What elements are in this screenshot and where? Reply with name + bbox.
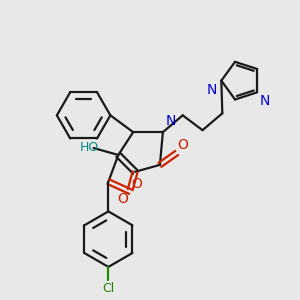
Text: N: N [207, 82, 217, 97]
Text: N: N [166, 114, 176, 128]
Text: N: N [259, 94, 269, 108]
Text: Cl: Cl [102, 282, 115, 295]
Text: O: O [117, 192, 128, 206]
Text: HO: HO [80, 140, 99, 154]
Text: O: O [178, 138, 189, 152]
Text: O: O [131, 177, 142, 190]
